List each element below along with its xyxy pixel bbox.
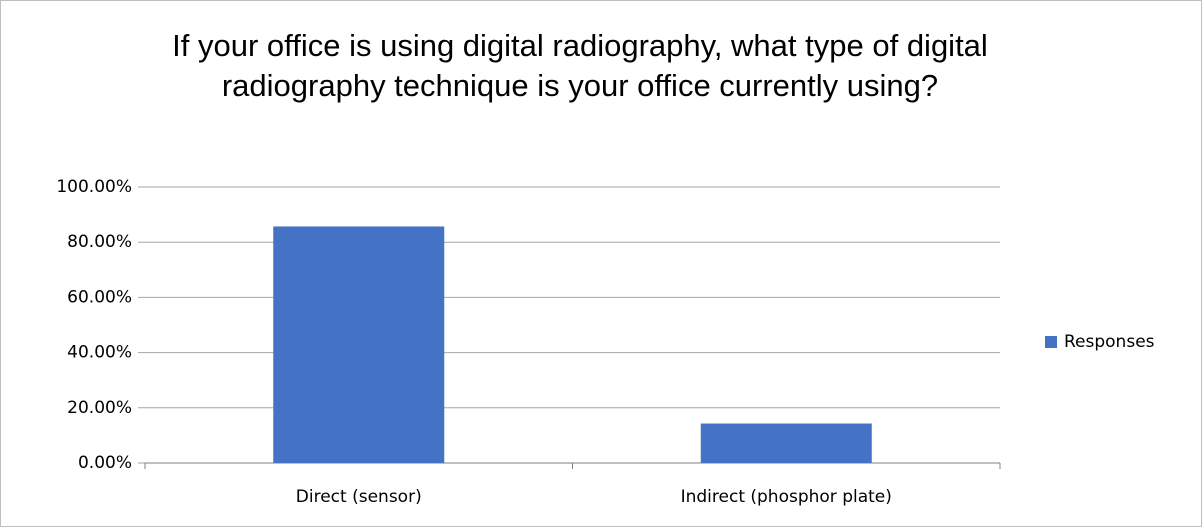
y-tick-label: 40.00% bbox=[67, 343, 132, 363]
y-tick-label: 100.00% bbox=[56, 177, 132, 197]
y-tick-label: 60.00% bbox=[67, 287, 132, 307]
legend-swatch bbox=[1045, 336, 1057, 348]
chart-title: If your office is using digital radiogra… bbox=[172, 28, 988, 103]
bar bbox=[273, 226, 445, 463]
y-tick-label: 0.00% bbox=[78, 453, 132, 473]
x-tick-label: Direct (sensor) bbox=[296, 487, 422, 507]
legend-label: Responses bbox=[1064, 332, 1155, 352]
x-tick-label: Indirect (phosphor plate) bbox=[681, 487, 892, 507]
y-tick-label: 80.00% bbox=[67, 232, 132, 252]
bar bbox=[700, 423, 872, 463]
y-tick-label: 20.00% bbox=[67, 398, 132, 418]
